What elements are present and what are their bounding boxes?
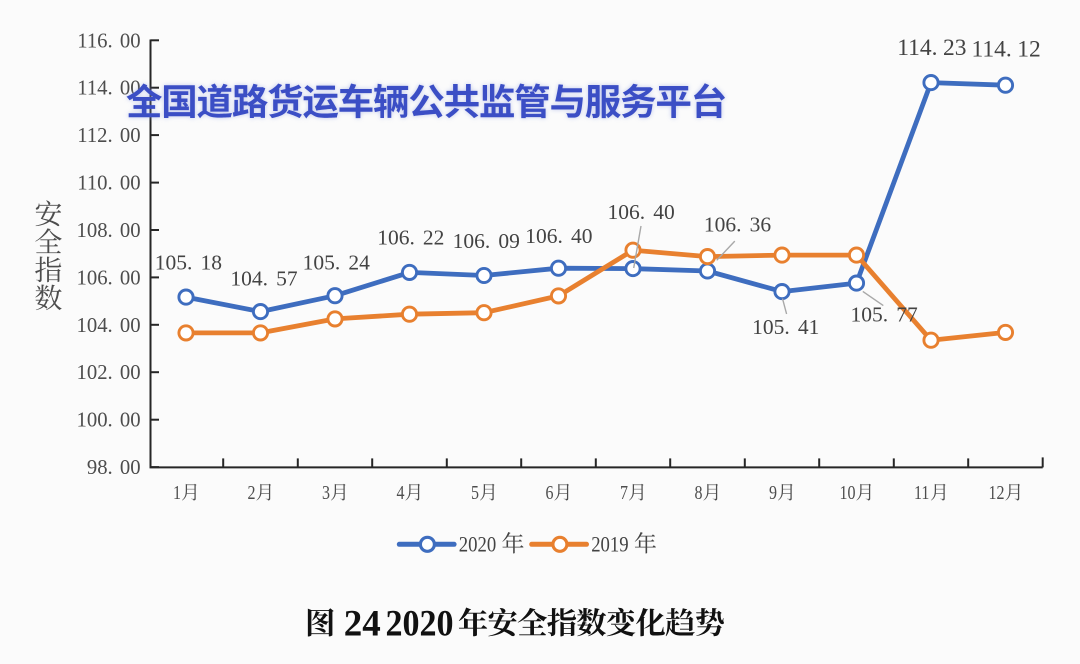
svg-text:105.41: 105. 41 bbox=[752, 315, 819, 339]
svg-text:6: 6 bbox=[546, 481, 554, 503]
svg-text:100.00: 100. 00 bbox=[77, 410, 141, 432]
svg-text:112.00: 112. 00 bbox=[77, 125, 140, 147]
svg-text:3: 3 bbox=[322, 481, 330, 503]
svg-text:114.12: 114. 12 bbox=[971, 37, 1040, 63]
svg-text:105.18: 105. 18 bbox=[155, 251, 222, 275]
svg-text:12: 12 bbox=[989, 481, 1005, 503]
svg-text:106.00: 106. 00 bbox=[77, 267, 141, 289]
svg-text:9: 9 bbox=[769, 481, 777, 503]
svg-text:2: 2 bbox=[248, 481, 256, 503]
svg-text:108.00: 108. 00 bbox=[77, 220, 141, 242]
svg-text:2019: 2019 bbox=[591, 533, 628, 557]
svg-text:110.00: 110. 00 bbox=[77, 173, 140, 195]
svg-text:106.36: 106. 36 bbox=[704, 213, 771, 237]
svg-text:2020: 2020 bbox=[386, 602, 454, 644]
svg-text:24: 24 bbox=[344, 604, 381, 645]
svg-text:104.00: 104. 00 bbox=[77, 315, 141, 337]
svg-text:105.77: 105. 77 bbox=[850, 303, 917, 327]
svg-text:102.00: 102. 00 bbox=[77, 362, 141, 384]
svg-text:104.57: 104. 57 bbox=[230, 267, 297, 291]
svg-text:114.23: 114. 23 bbox=[897, 35, 966, 61]
svg-text:2020: 2020 bbox=[459, 533, 496, 557]
svg-text:10: 10 bbox=[840, 481, 856, 503]
svg-text:5: 5 bbox=[471, 481, 479, 503]
svg-text:4: 4 bbox=[397, 481, 405, 503]
svg-text:116.00: 116. 00 bbox=[77, 30, 140, 52]
svg-text:106.22: 106. 22 bbox=[377, 226, 444, 250]
svg-text:105.24: 105. 24 bbox=[303, 251, 370, 275]
svg-text:106.40: 106. 40 bbox=[607, 200, 674, 224]
svg-text:106.40: 106. 40 bbox=[525, 224, 592, 248]
svg-text:106.09: 106. 09 bbox=[453, 229, 520, 253]
svg-text:1: 1 bbox=[173, 481, 181, 503]
svg-text:7: 7 bbox=[620, 481, 628, 503]
svg-text:11: 11 bbox=[914, 481, 929, 503]
svg-text:8: 8 bbox=[695, 481, 703, 503]
